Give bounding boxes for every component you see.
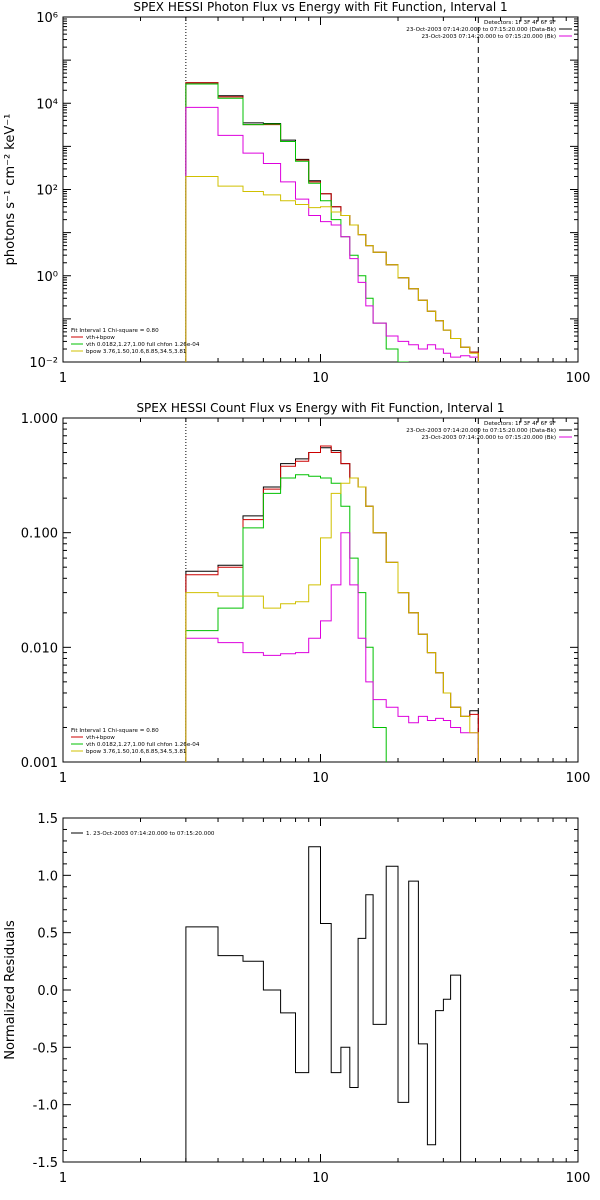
y-tick-label: -1.0 <box>33 1099 58 1114</box>
chart-title: SPEX HESSI Photon Flux vs Energy with Fi… <box>133 0 507 14</box>
y-tick-label: 0.010 <box>21 641 58 656</box>
y-tick-label: 10² <box>36 184 58 199</box>
legend-entry: vth 0.0182,1.27,1.00 full chfon 1.26e-04 <box>86 742 200 748</box>
x-tick-label: 1 <box>59 1171 67 1186</box>
legend-header: Fit Interval 1 Chi-square = 0.80 <box>71 728 159 734</box>
legend-entry: vth+bpow <box>86 735 115 741</box>
y-tick-label: -1.5 <box>33 1156 58 1171</box>
series-step-line-5 <box>185 176 479 362</box>
x-tick-label: 100 <box>566 771 591 786</box>
plot-frame <box>62 417 579 763</box>
x-tick-label: 10 <box>312 1171 329 1186</box>
x-tick-label: 1 <box>59 371 67 386</box>
y-tick-label: 10⁴ <box>36 97 58 112</box>
info-line: 23-Oct-2003 07:14:20.000 to 07:15:20.000… <box>421 435 556 441</box>
series-step-line-2 <box>185 82 479 362</box>
info-line: Detectors: 1F 3F 4F 6F 9F <box>484 421 556 427</box>
series-step-line-1 <box>185 846 479 1162</box>
info-line: Detectors: 1F 3F 4F 6F 9F <box>484 20 556 26</box>
series-step-line-1 <box>185 447 479 762</box>
chart-title: SPEX HESSI Count Flux vs Energy with Fit… <box>136 401 504 415</box>
data-series-group <box>185 82 479 362</box>
y-tick-label: 10⁰ <box>36 270 58 285</box>
x-tick-label: 10 <box>312 371 329 386</box>
chart-panel-3: 1 10 100 -1.5 -1.0 -0.5 0.0 0.5 1.0 1.5 Normalized… <box>3 812 590 1186</box>
y-tick-label: 10⁶ <box>36 11 58 26</box>
legend-entry: vth 0.0182,1.27,1.00 full chfon 1.26e-04 <box>86 342 200 348</box>
info-line: 23-Oct-2003 07:14:20.000 to 07:15:20.000… <box>406 428 556 434</box>
info-line: 23-Oct-2003 07:14:20.000 to 07:15:20.000… <box>421 34 556 40</box>
data-series-group <box>185 445 479 762</box>
x-tick-label: 1 <box>59 771 67 786</box>
x-tick-label: 100 <box>566 371 591 386</box>
y-axis-label: photons s⁻¹ cm⁻² keV⁻¹ <box>3 114 18 266</box>
data-series-group <box>185 846 479 1162</box>
series-step-line-5 <box>185 477 479 762</box>
legend-entry: bpow 3.76,1.50,10.6,8.85,34.5,3.81 <box>86 349 187 355</box>
y-tick-label: 10⁻² <box>29 356 58 371</box>
series-step-line-3 <box>185 474 387 762</box>
chart-panel-2: 1 10 100 0.001 0.010 0.100 1.000 SPEX HESSI Cou… <box>21 401 591 786</box>
series-step-line-3 <box>185 83 409 362</box>
y-tick-label: 0.100 <box>21 527 58 542</box>
chart-panel-1: 1 10 100 10⁻² 10⁰ 10² 10⁴ 10⁶ SPEX HESSI Photon … <box>3 0 590 386</box>
y-tick-label: 1.0 <box>37 869 58 884</box>
legend-entry: bpow 3.76,1.50,10.6,8.85,34.5,3.81 <box>86 749 187 755</box>
series-step-line-4 <box>185 532 479 762</box>
y-axis-label: Normalized Residuals <box>3 920 18 1060</box>
y-tick-label: 1.5 <box>37 812 58 827</box>
legend-entry: 1. 23-Oct-2003 07:14:20.000 to 07:15:20.… <box>86 831 215 837</box>
series-step-line-1 <box>185 82 479 362</box>
y-tick-label: -0.5 <box>33 1041 58 1056</box>
y-tick-label: 1.000 <box>21 412 58 427</box>
info-line: 23-Oct-2003 07:14:20.000 to 07:15:20.000… <box>406 27 556 33</box>
legend-entry: vth+bpow <box>86 335 115 341</box>
series-step-line-4 <box>185 106 479 362</box>
y-tick-label: 0.5 <box>37 927 58 942</box>
y-tick-label: 0.0 <box>37 984 58 999</box>
y-tick-label: 0.001 <box>21 756 58 771</box>
x-tick-label: 10 <box>312 771 329 786</box>
legend-header: Fit Interval 1 Chi-square = 0.80 <box>71 328 159 334</box>
x-tick-label: 100 <box>566 1171 591 1186</box>
